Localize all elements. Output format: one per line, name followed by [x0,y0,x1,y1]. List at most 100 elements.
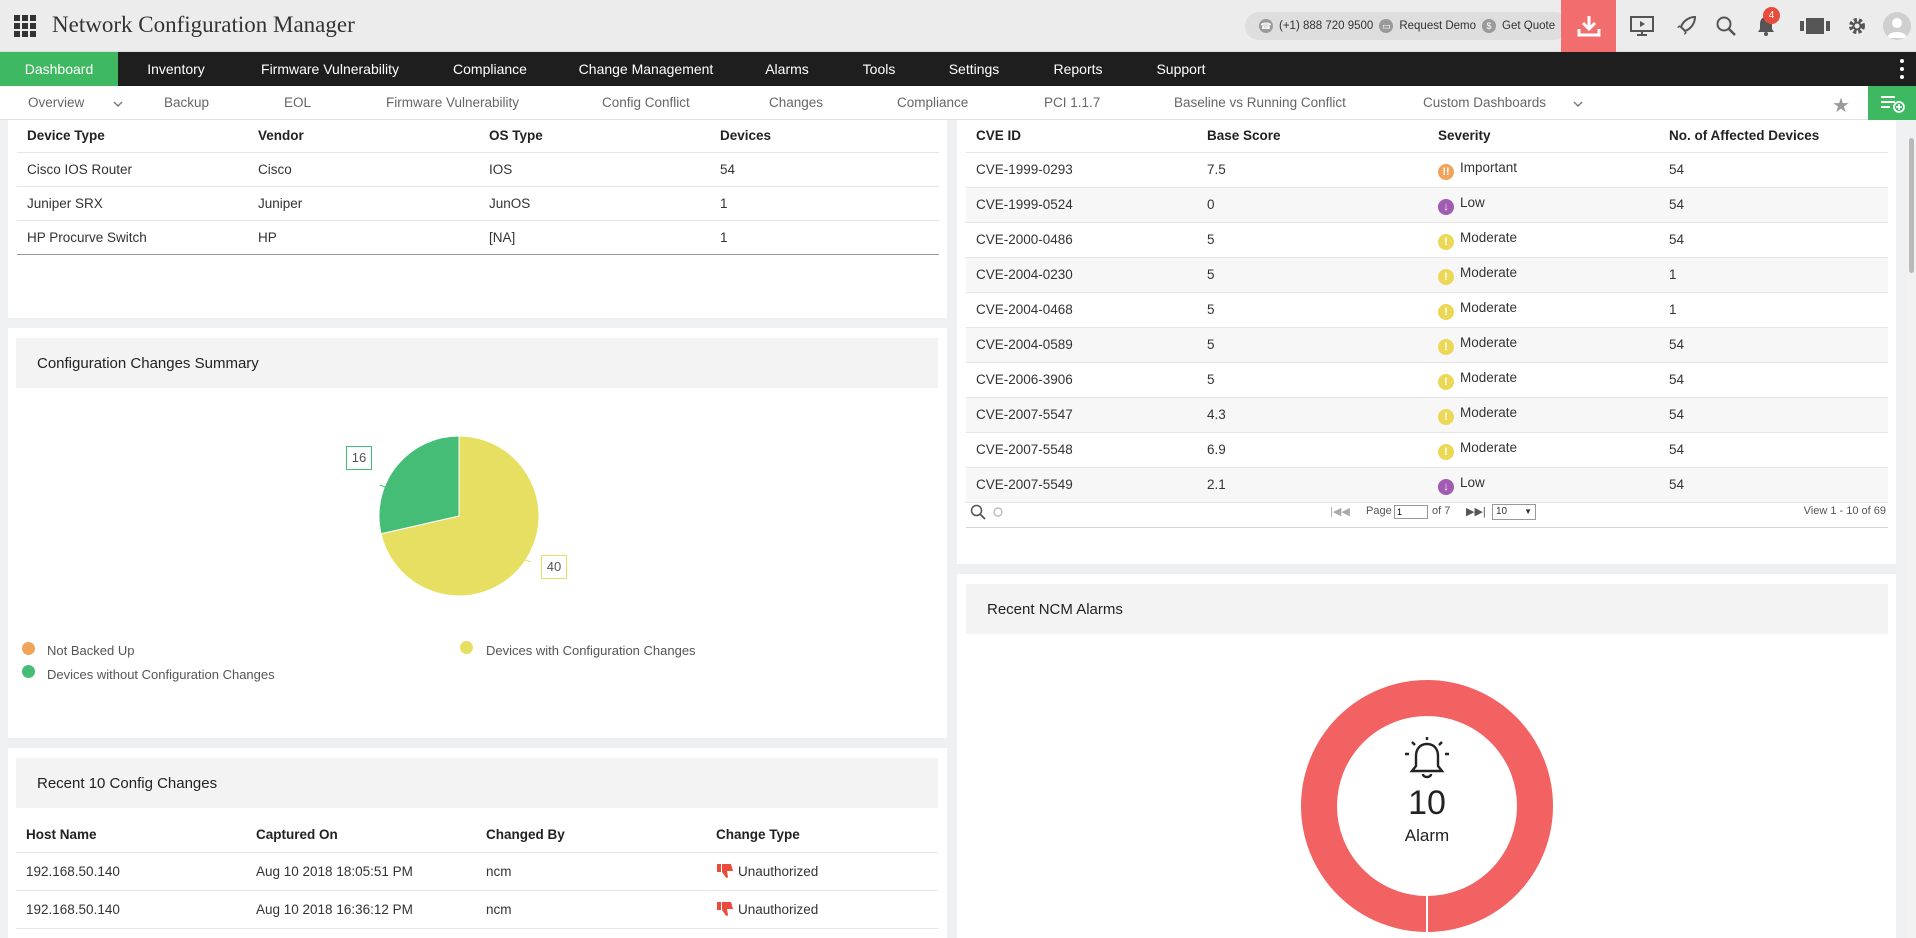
device-table: Device Type Vendor OS Type Devices Cisco… [17,120,939,255]
nav-firmware-vulnerability[interactable]: Firmware Vulnerability [261,61,399,77]
nav-settings[interactable]: Settings [948,61,1000,77]
legend-not-backed-up[interactable]: Not Backed Up [47,643,135,658]
tab-backup[interactable]: Backup [164,95,210,110]
column-header[interactable]: Changed By [486,827,565,843]
legend-dot-without-changes [22,665,35,678]
column-header[interactable]: Change Type [716,827,800,843]
table-cell: 5 [1207,337,1215,352]
table-cell: CVE-1999-0293 [976,162,1073,177]
table-cell: Unauthorized [706,852,938,890]
legend-with-changes[interactable]: Devices with Configuration Changes [486,643,696,658]
table-row[interactable]: 192.168.50.140 Aug 10 2018 18:05:51 PM n… [16,852,938,890]
table-row[interactable]: CVE-2000-0486 5! Moderate 54 [966,222,1888,257]
table-cell: 5 [1207,302,1215,317]
last-page-icon[interactable]: ▶▶| [1466,506,1486,518]
table-row[interactable]: HP Procurve Switch HP [NA] 1 [17,220,939,254]
column-header[interactable]: Severity [1438,128,1491,144]
tab-custom-dashboards[interactable]: Custom Dashboards [1423,95,1547,110]
config-changes-pie-chart [378,435,540,597]
tab-pci[interactable]: PCI 1.1.7 [1044,95,1101,110]
chevron-down-icon[interactable] [1573,97,1583,112]
alarm-donut-chart[interactable] [1301,680,1553,932]
column-header[interactable]: Base Score [1207,128,1281,144]
phone-number[interactable]: (+1) 888 720 9500 [1279,20,1374,32]
table-cell: ! Moderate [1428,292,1659,327]
pie-slice-without-changes[interactable] [378,435,460,535]
gear-icon[interactable] [1844,14,1870,38]
table-row[interactable]: Cisco IOS Router Cisco IOS 54 [17,152,939,186]
table-cell: 2.1 [1207,477,1226,492]
chevron-down-icon[interactable] [113,97,123,112]
page-size-select[interactable]: 10 ▼ [1492,504,1536,520]
add-dashboard-button[interactable] [1868,86,1916,120]
nav-change-management[interactable]: Change Management [578,61,714,77]
search-icon[interactable] [1713,14,1739,38]
tab-config-conflict[interactable]: Config Conflict [602,95,690,110]
tab-baseline-vs-running[interactable]: Baseline vs Running Conflict [1174,95,1346,110]
table-row[interactable]: CVE-2004-0589 5! Moderate 54 [966,327,1888,362]
nav-support[interactable]: Support [1156,61,1206,77]
refresh-icon[interactable] [992,506,1004,518]
table-row[interactable]: 192.168.50.140 Aug 10 2018 16:36:12 PM n… [16,890,938,928]
table-cell: 54 [1669,477,1685,492]
tab-compliance[interactable]: Compliance [897,95,969,110]
nav-dashboard[interactable]: Dashboard [0,52,118,86]
column-header[interactable]: OS Type [489,128,543,144]
favorite-star-icon[interactable]: ★ [1832,95,1850,117]
column-header[interactable]: Captured On [256,827,338,843]
table-cell: 4.3 [1207,407,1226,422]
severity-moderate-icon: ! [1438,408,1454,425]
presentation-icon[interactable] [1629,14,1655,38]
nav-reports[interactable]: Reports [1053,61,1103,77]
table-row[interactable]: CVE-2007-5547 4.3! Moderate 54 [966,397,1888,432]
page-number-input[interactable] [1394,505,1428,519]
app-menu-icon[interactable] [14,15,36,37]
table-row[interactable]: Juniper SRX Juniper JunOS 1 [17,186,939,220]
table-row[interactable]: CVE-1999-0524 0 ↓ Low 54 [966,187,1888,222]
nav-compliance[interactable]: Compliance [453,61,527,77]
rocket-icon[interactable] [1673,14,1699,38]
recent-alarms-panel: Recent NCM Alarms 10 Alarm [957,574,1896,938]
column-header[interactable]: Host Name [26,827,97,843]
request-demo-link[interactable]: Request Demo [1399,20,1477,32]
table-row[interactable]: CVE-2004-0230 5! Moderate 1 [966,257,1888,292]
table-cell: Unauthorized [706,890,938,928]
column-header[interactable]: Vendor [258,128,304,144]
table-cell: [NA] [489,229,516,245]
table-row[interactable]: CVE-1999-0293 7.5!! Important 54 [966,152,1888,187]
nav-inventory[interactable]: Inventory [147,61,205,77]
tab-eol[interactable]: EOL [284,95,312,110]
table-cell: JunOS [489,195,531,211]
severity-moderate-icon: ! [1438,373,1454,390]
tab-overview[interactable]: Overview [28,95,85,110]
user-avatar-icon[interactable] [1883,12,1911,40]
table-row[interactable]: CVE-2007-5549 2.1 ↓ Low 54 [966,467,1888,502]
table-row[interactable]: CVE-2004-0468 5! Moderate 1 [966,292,1888,327]
severity-label: Moderate [1460,299,1518,315]
table-row[interactable]: CVE-2007-5548 6.9! Moderate 54 [966,432,1888,467]
legend-dot-not-backed-up [22,642,35,655]
first-page-icon[interactable]: |◀◀ [1330,506,1350,518]
pie-slice-with-changes[interactable] [380,435,540,597]
search-icon[interactable] [970,504,986,520]
legend-without-changes[interactable]: Devices without Configuration Changes [47,667,275,682]
severity-label: Moderate [1460,229,1518,245]
scrollbar-thumb[interactable] [1909,138,1914,273]
severity-label: Low [1460,194,1485,210]
table-cell: ncm [486,863,512,879]
devices-icon[interactable] [1798,14,1832,38]
column-header[interactable]: No. of Affected Devices [1669,128,1820,144]
nav-alarms[interactable]: Alarms [765,61,809,77]
table-row[interactable]: CVE-2006-3906 5! Moderate 54 [966,362,1888,397]
nav-tools[interactable]: Tools [862,61,896,77]
download-button[interactable] [1561,0,1616,52]
column-header[interactable]: Device Type [27,128,105,144]
table-cell: 5 [1207,372,1215,387]
get-quote-link[interactable]: Get Quote [1502,20,1556,32]
tab-changes[interactable]: Changes [769,95,824,110]
page-scrollbar[interactable] [1906,138,1916,938]
column-header[interactable]: CVE ID [976,128,1022,144]
column-header[interactable]: Devices [720,128,772,144]
more-menu-icon[interactable] [1900,59,1905,79]
tab-firmware-vulnerability[interactable]: Firmware Vulnerability [386,95,520,110]
